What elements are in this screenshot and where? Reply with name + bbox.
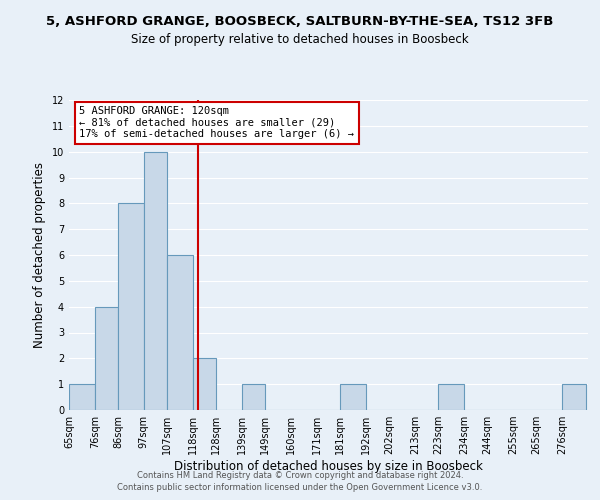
Bar: [562, 384, 586, 410]
Bar: [69, 384, 95, 410]
Bar: [439, 384, 464, 410]
Text: Contains public sector information licensed under the Open Government Licence v3: Contains public sector information licen…: [118, 484, 482, 492]
Text: Contains HM Land Registry data © Crown copyright and database right 2024.: Contains HM Land Registry data © Crown c…: [137, 471, 463, 480]
Bar: [118, 204, 144, 410]
Text: Size of property relative to detached houses in Boosbeck: Size of property relative to detached ho…: [131, 32, 469, 46]
X-axis label: Distribution of detached houses by size in Boosbeck: Distribution of detached houses by size …: [174, 460, 483, 473]
Bar: [242, 384, 265, 410]
Bar: [340, 384, 366, 410]
Text: 5 ASHFORD GRANGE: 120sqm
← 81% of detached houses are smaller (29)
17% of semi-d: 5 ASHFORD GRANGE: 120sqm ← 81% of detach…: [79, 106, 355, 140]
Bar: [167, 255, 193, 410]
Bar: [193, 358, 216, 410]
Y-axis label: Number of detached properties: Number of detached properties: [33, 162, 46, 348]
Bar: [144, 152, 167, 410]
Bar: [95, 306, 118, 410]
Text: 5, ASHFORD GRANGE, BOOSBECK, SALTBURN-BY-THE-SEA, TS12 3FB: 5, ASHFORD GRANGE, BOOSBECK, SALTBURN-BY…: [46, 15, 554, 28]
